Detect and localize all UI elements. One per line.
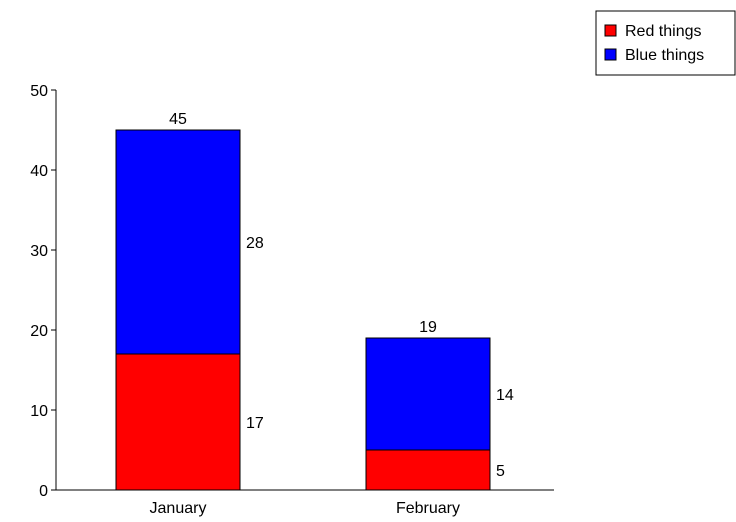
chart-labels: January 17 28 45 February 5 14 19	[150, 111, 514, 517]
y-tick-label: 40	[30, 163, 48, 180]
legend-label: Blue things	[625, 47, 704, 64]
y-tick-label: 30	[30, 243, 48, 260]
bar-segment	[365, 337, 491, 451]
chart-bars	[115, 129, 491, 491]
legend-label: Red things	[625, 23, 702, 40]
legend-swatch	[604, 24, 617, 37]
chart-legend: Red things Blue things	[595, 10, 736, 76]
y-tick-label: 20	[30, 323, 48, 340]
x-category-label: January	[150, 500, 207, 517]
segment-value-label: 28	[246, 235, 264, 252]
legend-swatch	[604, 48, 617, 61]
legend-box	[595, 10, 736, 76]
y-tick-label: 10	[30, 403, 48, 420]
bar-total-label: 45	[169, 111, 187, 128]
x-category-label: February	[396, 500, 460, 517]
y-tick-label: 0	[39, 483, 48, 500]
bar-total-label: 19	[419, 319, 437, 336]
bar-segment	[365, 449, 491, 491]
y-tick-label: 50	[30, 83, 48, 100]
segment-value-label: 14	[496, 387, 514, 404]
segment-value-label: 5	[496, 463, 505, 480]
bar-segment	[115, 129, 241, 355]
segment-value-label: 17	[246, 415, 264, 432]
bar-segment	[115, 353, 241, 491]
